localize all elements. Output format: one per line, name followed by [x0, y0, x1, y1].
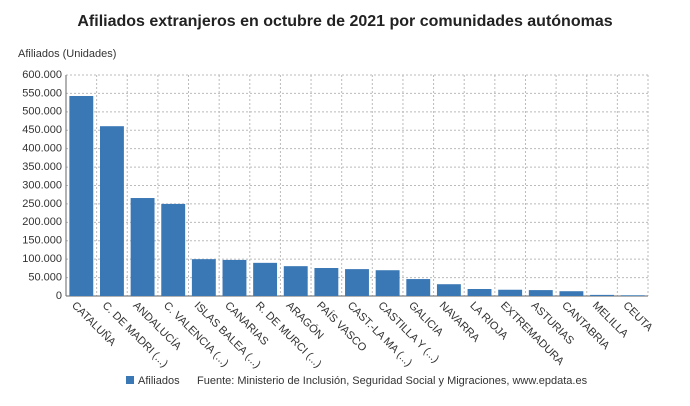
chart-title: Afiliados extranjeros en octubre de 2021… [77, 13, 612, 30]
y-tick-label: 200.000 [22, 216, 62, 228]
y-tick-label: 250.000 [22, 198, 62, 210]
y-tick-label: 400.000 [22, 143, 62, 155]
bar [436, 284, 461, 296]
bar [69, 95, 94, 297]
y-tick-label: 550.000 [22, 87, 62, 99]
bar [406, 279, 431, 296]
y-tick-label: 0 [56, 290, 62, 302]
legend-label: Afiliados [138, 375, 180, 387]
bar [528, 290, 553, 296]
y-axis-label: Afiliados (Unidades) [18, 48, 116, 60]
bar [498, 289, 523, 296]
bar [590, 294, 614, 296]
y-tick-label: 50.000 [28, 271, 62, 283]
legend-swatch [126, 376, 134, 384]
bar [161, 203, 186, 296]
bar [283, 266, 308, 296]
y-tick-label: 500.000 [22, 106, 62, 118]
y-tick-label: 350.000 [22, 161, 62, 173]
bar [467, 289, 492, 296]
y-tick-label: 600.000 [22, 69, 62, 81]
bar [345, 269, 369, 296]
bar [191, 259, 216, 296]
bar [620, 295, 645, 296]
bar [100, 126, 124, 296]
y-tick-label: 100.000 [22, 253, 62, 265]
bar [375, 270, 400, 296]
y-tick-label: 150.000 [22, 235, 62, 247]
y-tick-label: 450.000 [22, 124, 62, 136]
bar [222, 259, 247, 296]
bar [253, 262, 278, 296]
bar [130, 198, 155, 296]
bar [559, 291, 584, 296]
y-tick-label: 300.000 [22, 179, 62, 191]
bar [314, 268, 339, 296]
source: Fuente: Ministerio de Inclusión, Segurid… [197, 375, 588, 387]
